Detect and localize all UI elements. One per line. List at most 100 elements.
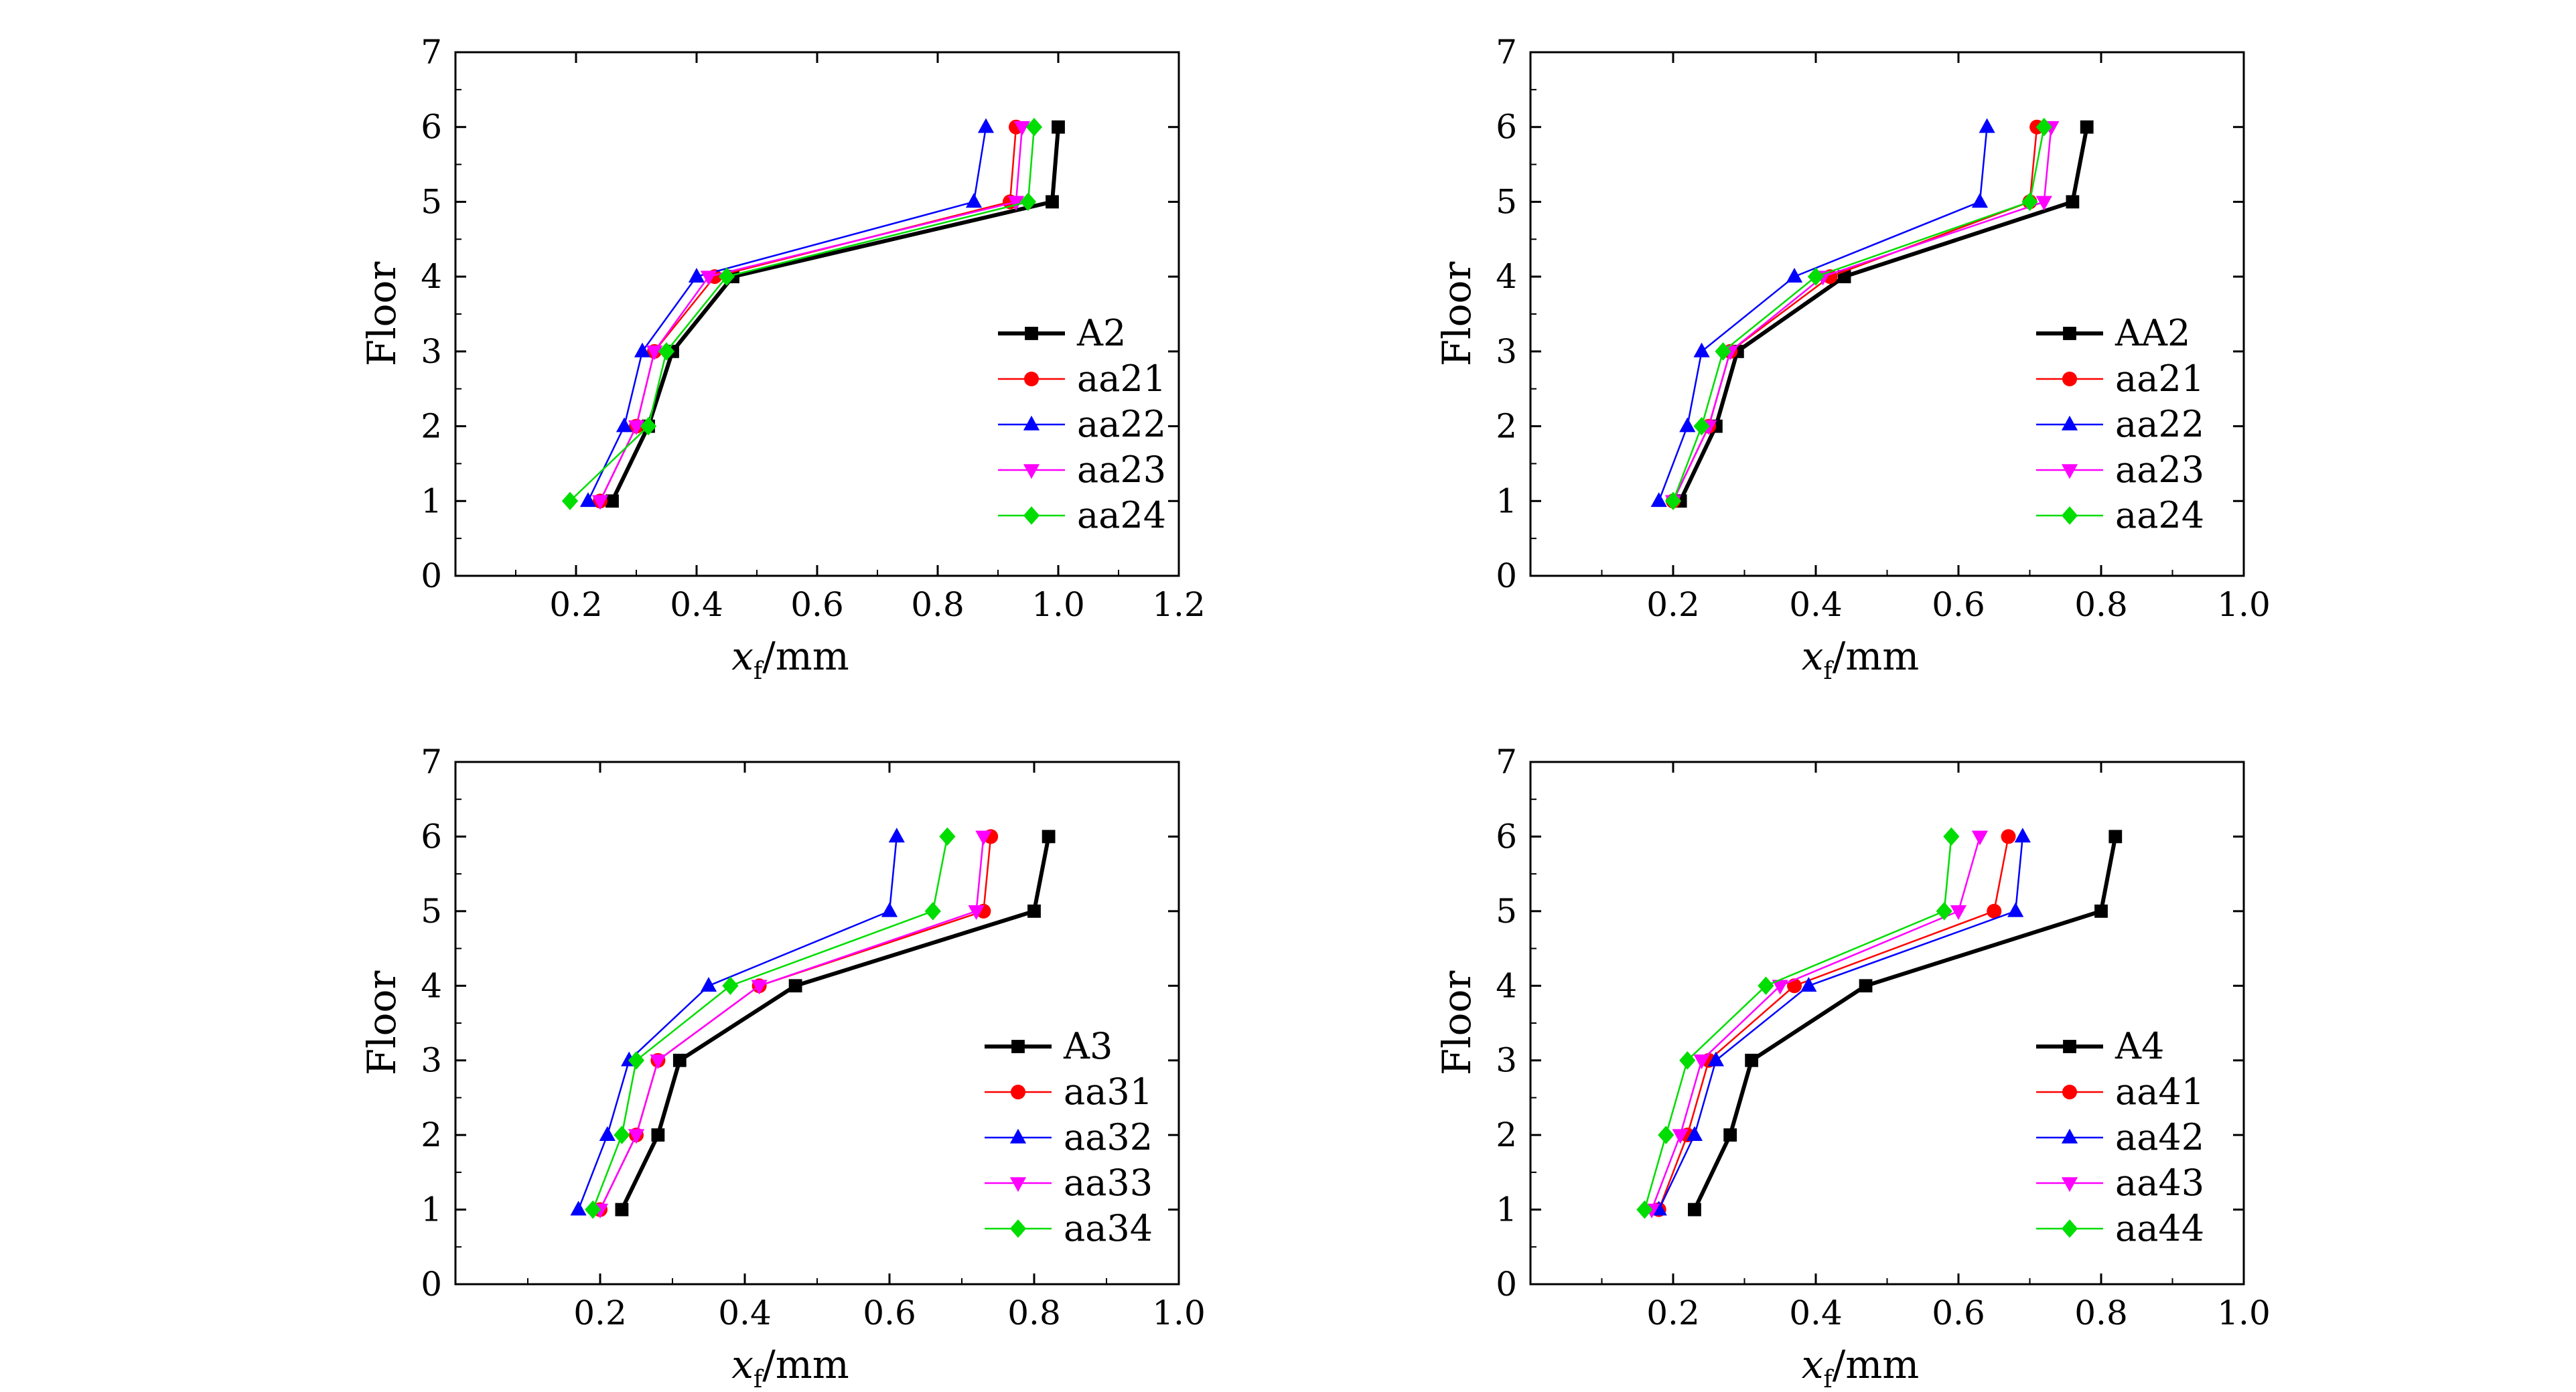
data-point <box>1758 976 1774 996</box>
series-line <box>610 127 1060 502</box>
legend-label: aa34 <box>1064 1207 1153 1249</box>
legend-label: aa23 <box>1077 449 1166 491</box>
data-point <box>788 979 802 993</box>
legend-label: aa21 <box>2115 358 2204 400</box>
legend-label: aa33 <box>1064 1162 1153 1204</box>
data-point <box>968 905 985 921</box>
y-tick-label: 1 <box>421 1190 442 1229</box>
series-line <box>1672 127 2046 501</box>
legend-label: aa44 <box>2115 1207 2204 1249</box>
data-point <box>1027 904 1041 918</box>
x-axis-title: xf/mm <box>1802 633 1920 685</box>
legend-marker <box>1009 1177 1027 1192</box>
series-line <box>1658 127 1988 501</box>
legend-label: aa31 <box>1064 1071 1153 1113</box>
data-point <box>1807 267 1824 286</box>
x-tick-label: 1.0 <box>1031 585 1085 624</box>
data-point <box>628 1051 645 1070</box>
x-tick-label: 0.6 <box>1932 585 1985 624</box>
y-tick-label: 7 <box>1496 743 1517 781</box>
legend-label: aa23 <box>2115 449 2204 491</box>
data-point <box>1650 492 1667 508</box>
x-axis-symbol: x <box>1802 633 1824 679</box>
x-tick-label: 0.8 <box>2074 585 2128 624</box>
data-point <box>651 1128 665 1142</box>
legend-marker <box>1011 1040 1025 1053</box>
data-point <box>1693 1054 1710 1069</box>
series-line <box>1672 127 2052 501</box>
data-point <box>1943 827 1960 846</box>
plot-frame <box>454 51 1180 577</box>
data-point <box>2035 117 2052 137</box>
x-tick-label: 0.2 <box>549 585 603 624</box>
series-aa24 <box>1664 117 2052 511</box>
data-point <box>1664 491 1682 511</box>
series-line <box>587 127 987 501</box>
data-point <box>615 1203 629 1217</box>
legend-marker <box>1011 1085 1025 1099</box>
data-point <box>1679 1051 1696 1070</box>
data-point <box>616 417 633 433</box>
x-tick-label: 0.4 <box>670 585 723 624</box>
y-tick-label: 2 <box>1496 407 1517 446</box>
data-point <box>2066 195 2080 209</box>
data-point <box>640 416 657 436</box>
x-axis-subscript: f <box>754 658 764 685</box>
series-line <box>1678 127 2089 502</box>
y-tick-label: 0 <box>421 556 442 595</box>
data-point <box>700 977 717 992</box>
y-axis-title: Floor <box>1434 971 1480 1076</box>
series-aa21 <box>1666 119 2045 509</box>
x-tick-label: 0.6 <box>790 585 844 624</box>
x-axis-title: xf/mm <box>731 633 849 685</box>
legend-marker <box>1023 464 1040 479</box>
y-tick-label: 7 <box>421 33 442 72</box>
data-point <box>1013 121 1031 136</box>
data-point <box>1636 1200 1653 1219</box>
legend-marker <box>1024 372 1039 386</box>
data-point <box>881 902 898 917</box>
series-line <box>599 836 985 1211</box>
x-axis-unit: /mm <box>1833 633 1920 679</box>
data-point <box>2080 120 2094 134</box>
y-tick-label: 1 <box>1496 1190 1517 1229</box>
series-line <box>569 127 1035 502</box>
data-point <box>722 976 739 996</box>
x-tick-label: 0.2 <box>1646 585 1700 624</box>
data-point <box>561 491 579 511</box>
data-point <box>614 1126 630 1144</box>
y-tick-label: 4 <box>421 966 442 1005</box>
legend-marker <box>2061 1177 2078 1192</box>
series-aa24 <box>561 117 1043 511</box>
y-tick-label: 4 <box>1496 257 1517 296</box>
legend-marker <box>1023 415 1040 431</box>
legend-label: aa22 <box>1077 403 1166 445</box>
data-point <box>1025 117 1043 137</box>
y-tick-label: 7 <box>1496 33 1517 72</box>
data-point <box>1658 1126 1674 1144</box>
x-tick-label: 0.8 <box>911 585 964 624</box>
data-point <box>658 342 675 361</box>
y-tick-label: 4 <box>1496 966 1517 1005</box>
x-tick-label: 0.2 <box>573 1294 627 1332</box>
y-tick-label: 3 <box>421 332 442 371</box>
plot-frame <box>454 761 1180 1286</box>
y-tick-label: 2 <box>421 407 442 446</box>
legend-label: A4 <box>2115 1025 2164 1067</box>
series-aa41 <box>1651 829 2016 1217</box>
y-tick-label: 5 <box>1496 182 1517 221</box>
series-line <box>620 836 1051 1211</box>
data-point <box>591 495 609 510</box>
x-axis-symbol: x <box>1802 1342 1824 1387</box>
series-line <box>1693 836 2118 1211</box>
series-aa22 <box>1650 118 1995 508</box>
data-point <box>924 902 941 921</box>
y-tick-label: 6 <box>421 108 442 147</box>
y-tick-label: 6 <box>1496 108 1517 147</box>
legend-label: aa43 <box>2115 1162 2204 1204</box>
series-aa34 <box>585 827 956 1219</box>
legend-marker <box>1009 1128 1027 1144</box>
legend-label: A2 <box>1076 312 1126 354</box>
y-axis-title: Floor <box>359 971 405 1076</box>
